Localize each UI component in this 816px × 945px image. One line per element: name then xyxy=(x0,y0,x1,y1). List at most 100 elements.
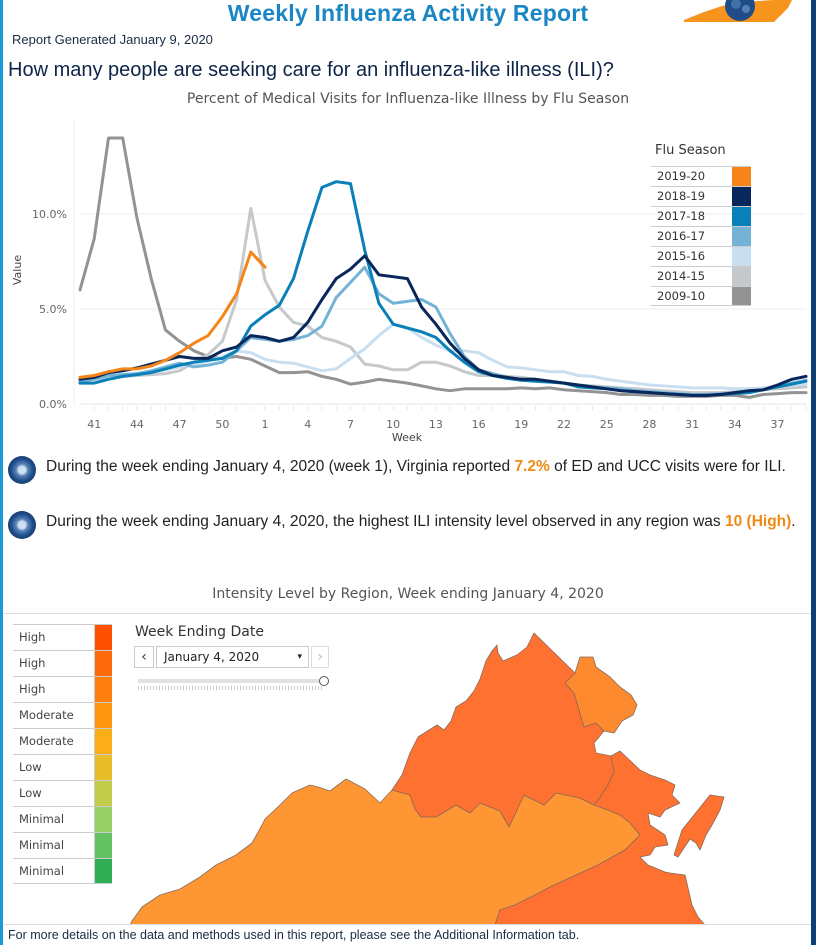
x-tick-label: 13 xyxy=(429,418,443,431)
statement-text: During the week ending January 4, 2020 (… xyxy=(46,458,515,475)
y-tick-label: 10.0% xyxy=(32,208,67,221)
intensity-label: Moderate xyxy=(13,703,95,728)
x-tick-label: 10 xyxy=(386,418,400,431)
intensity-swatch xyxy=(95,625,112,650)
legend-label: 2015-16 xyxy=(657,249,706,263)
legend-label: 2016-17 xyxy=(657,229,706,243)
x-tick-label: 47 xyxy=(173,418,187,431)
y-tick-label: 5.0% xyxy=(39,303,67,316)
chart-title: Percent of Medical Visits for Influenza-… xyxy=(186,91,630,107)
x-tick-label: 19 xyxy=(514,418,528,431)
x-tick-label: 34 xyxy=(728,418,742,431)
intensity-label: Moderate xyxy=(13,729,95,754)
x-tick-label: 50 xyxy=(215,418,229,431)
intensity-legend-item[interactable]: Low xyxy=(13,780,112,806)
legend-item-2017-18[interactable]: 2017-18 xyxy=(651,206,751,226)
virginia-region-map[interactable] xyxy=(120,625,810,925)
intensity-swatch xyxy=(95,807,112,832)
y-tick-label: 0.0% xyxy=(39,398,67,411)
region-eastern-shore[interactable] xyxy=(673,794,725,858)
intensity-label: Minimal xyxy=(13,807,95,832)
intensity-swatch xyxy=(95,677,112,702)
report-generated-date: Report Generated January 9, 2020 xyxy=(12,32,213,47)
region-eastern[interactable] xyxy=(494,750,706,925)
ili-line-chart[interactable]: 0.0%5.0%10.0%41 44 47 50 1 4 7 10 13 16 19 22 25 28 31… xyxy=(0,112,811,447)
report-title: Weekly Influenza Activity Report xyxy=(227,0,589,26)
intensity-label: Low xyxy=(13,781,95,806)
section-question: How many people are seeking care for an … xyxy=(8,59,614,81)
legend-label: 2017-18 xyxy=(657,209,706,223)
intensity-label: Low xyxy=(13,755,95,780)
intensity-statement: During the week ending January 4, 2020, … xyxy=(8,511,808,539)
statement-text: During the week ending January 4, 2020, … xyxy=(46,513,725,530)
intensity-label: Minimal xyxy=(13,859,95,883)
selected-date: January 4, 2020 xyxy=(164,650,260,664)
x-tick-label: 1 xyxy=(262,418,269,431)
chevron-down-icon: ▾ xyxy=(297,652,302,662)
legend-swatch xyxy=(732,267,751,286)
intensity-legend-item[interactable]: Moderate xyxy=(13,728,112,754)
legend-label: 2018-19 xyxy=(657,189,706,203)
x-tick-label: 41 xyxy=(87,418,101,431)
intensity-legend-item[interactable]: Minimal xyxy=(13,832,112,858)
legend-item-2019-20[interactable]: 2019-20 xyxy=(651,166,751,186)
next-week-button[interactable]: › xyxy=(311,646,329,668)
intensity-label: High xyxy=(13,677,95,702)
series-line-2018-19[interactable] xyxy=(78,254,808,397)
intensity-legend-item[interactable]: Low xyxy=(13,754,112,780)
x-tick-label: 4 xyxy=(304,418,311,431)
map-title: Intensity Level by Region, Week ending J… xyxy=(212,586,604,602)
intensity-label: Minimal xyxy=(13,833,95,858)
legend-label: 2014-15 xyxy=(657,269,706,283)
week-ending-filter-label: Week Ending Date xyxy=(135,624,264,640)
virus-icon xyxy=(8,456,36,484)
legend-swatch xyxy=(732,287,751,305)
intensity-swatch xyxy=(95,859,112,883)
legend-item-2018-19[interactable]: 2018-19 xyxy=(651,186,751,206)
intensity-legend-item[interactable]: High xyxy=(13,624,112,650)
x-axis-title: Week xyxy=(392,431,423,444)
intensity-legend-item[interactable]: High xyxy=(13,650,112,676)
week-slider-handle[interactable] xyxy=(319,676,329,686)
x-tick-label: 37 xyxy=(771,418,785,431)
legend-title: Flu Season xyxy=(655,143,726,158)
legend-swatch xyxy=(732,167,751,186)
divider xyxy=(3,924,811,925)
legend-label: 2019-20 xyxy=(657,169,706,183)
intensity-swatch xyxy=(95,729,112,754)
intensity-swatch xyxy=(95,651,112,676)
legend-swatch xyxy=(732,227,751,246)
intensity-swatch xyxy=(95,703,112,728)
legend-item-2009-10[interactable]: 2009-10 xyxy=(651,286,751,306)
previous-week-button[interactable]: ‹ xyxy=(134,646,154,668)
x-tick-label: 25 xyxy=(600,418,614,431)
ili-percent-value: 7.2% xyxy=(514,458,550,475)
intensity-legend-item[interactable]: Minimal xyxy=(13,858,112,884)
legend-swatch xyxy=(732,247,751,266)
x-tick-label: 7 xyxy=(347,418,354,431)
legend-swatch xyxy=(732,207,751,226)
divider xyxy=(3,613,811,614)
legend-item-2014-15[interactable]: 2014-15 xyxy=(651,266,751,286)
x-tick-label: 44 xyxy=(130,418,144,431)
virus-icon xyxy=(8,511,36,539)
region-northern[interactable] xyxy=(564,656,638,734)
flu-season-legend: Flu Season 2019-20 2018-19 2017-18 2016-17 2… xyxy=(651,143,751,306)
series-line-2019-20[interactable] xyxy=(78,250,267,379)
intensity-legend-item[interactable]: Moderate xyxy=(13,702,112,728)
legend-item-2016-17[interactable]: 2016-17 xyxy=(651,226,751,246)
week-ending-dropdown[interactable]: January 4, 2020 ▾ xyxy=(156,646,309,668)
intensity-legend-item[interactable]: Minimal xyxy=(13,806,112,832)
legend-item-2015-16[interactable]: 2015-16 xyxy=(651,246,751,266)
ili-percent-statement: During the week ending January 4, 2020 (… xyxy=(8,456,808,484)
intensity-swatch xyxy=(95,833,112,858)
intensity-legend-item[interactable]: High xyxy=(13,676,112,702)
x-tick-label: 28 xyxy=(642,418,656,431)
legend-swatch xyxy=(732,187,751,206)
week-slider-track[interactable] xyxy=(138,679,322,683)
y-axis-title: Value xyxy=(11,255,24,285)
x-tick-label: 22 xyxy=(557,418,571,431)
intensity-label: High xyxy=(13,651,95,676)
week-slider-ticks xyxy=(138,686,324,690)
x-tick-label: 31 xyxy=(685,418,699,431)
